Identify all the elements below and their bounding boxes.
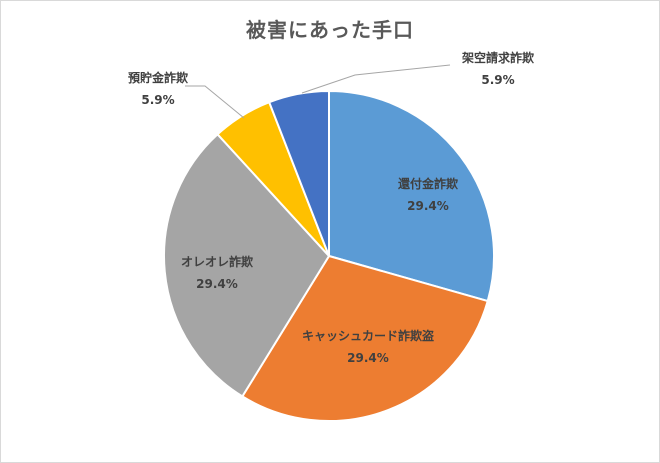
pie-slice-2 [163,132,331,398]
data-label-category-3: 預貯金詐欺 [128,70,188,85]
data-label-value-2: 29.4% [196,277,238,291]
leader-line-4 [301,64,451,94]
pie-slice-0 [328,89,495,303]
pie-slice-4 [267,89,330,257]
data-label-category-0: 還付金詐欺 [398,176,458,191]
data-label-value-0: 29.4% [407,199,449,213]
data-label-value-1: 29.4% [347,351,389,365]
data-label-category-4: 架空請求詐欺 [461,50,534,65]
data-label-value-3: 5.9% [141,93,174,107]
data-label-category-1: キャッシュカード詐欺盗 [302,328,434,343]
leader-line-3 [185,85,245,119]
chart-title: 被害にあった手口 [246,18,414,42]
data-label-category-2: オレオレ詐欺 [181,254,253,269]
data-label-value-4: 5.9% [481,73,514,87]
